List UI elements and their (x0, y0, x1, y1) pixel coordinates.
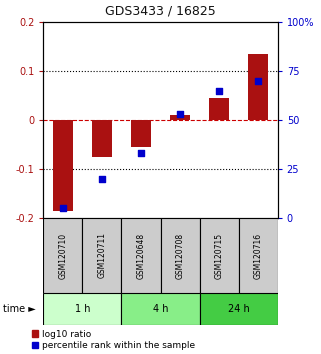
Legend: log10 ratio, percentile rank within the sample: log10 ratio, percentile rank within the … (32, 330, 195, 350)
Point (99, 176, 104, 182)
Text: 4 h: 4 h (153, 304, 168, 314)
Bar (131, 120, 151, 147)
Point (256, 78, 261, 84)
Bar (53, 120, 73, 211)
Bar (160, 218, 200, 293)
Point (178, 111, 183, 117)
Point (60, 205, 65, 211)
Bar (170, 115, 190, 120)
Text: time ►: time ► (3, 304, 36, 314)
Point (138, 150, 143, 156)
Bar (200, 293, 278, 325)
Text: GSM120716: GSM120716 (254, 233, 263, 279)
Bar (239, 218, 278, 293)
Bar (209, 98, 229, 120)
Bar (82, 218, 121, 293)
Text: GSM120710: GSM120710 (58, 233, 67, 279)
Bar (121, 218, 160, 293)
Bar (248, 54, 268, 120)
Text: 1 h: 1 h (75, 304, 90, 314)
Bar (121, 293, 200, 325)
Bar (43, 293, 121, 325)
Text: 24 h: 24 h (228, 304, 249, 314)
Text: GSM120708: GSM120708 (176, 233, 185, 279)
Text: GSM120711: GSM120711 (97, 233, 107, 279)
Point (216, 88, 221, 93)
Text: GSM120648: GSM120648 (136, 233, 145, 279)
Bar (200, 218, 239, 293)
Text: GDS3433 / 16825: GDS3433 / 16825 (105, 5, 216, 17)
Bar (43, 218, 82, 293)
Bar (92, 120, 112, 157)
Text: GSM120715: GSM120715 (214, 233, 224, 279)
